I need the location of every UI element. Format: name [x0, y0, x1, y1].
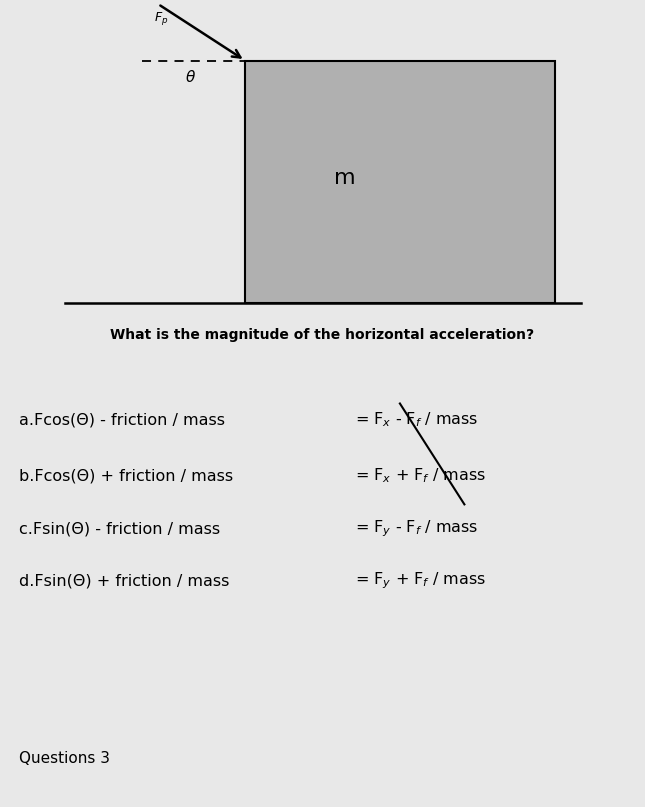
Text: b.Fcos(Θ) + friction / mass: b.Fcos(Θ) + friction / mass [19, 469, 233, 483]
Text: = F$_x$ + F$_f$ / mass: = F$_x$ + F$_f$ / mass [355, 466, 486, 486]
Text: m: m [334, 168, 356, 187]
Text: = F$_x$ - F$_f$ / mass: = F$_x$ - F$_f$ / mass [355, 410, 478, 429]
Text: a.Fcos(Θ) - friction / mass: a.Fcos(Θ) - friction / mass [19, 412, 225, 427]
Bar [245, 61, 555, 303]
Text: $\theta$: $\theta$ [184, 69, 196, 85]
Text: = F$_y$ + F$_f$ / mass: = F$_y$ + F$_f$ / mass [355, 571, 486, 592]
Text: c.Fsin(Θ) - friction / mass: c.Fsin(Θ) - friction / mass [19, 521, 221, 536]
Text: $F_p$: $F_p$ [154, 10, 168, 27]
Text: = F$_y$ - F$_f$ / mass: = F$_y$ - F$_f$ / mass [355, 518, 478, 539]
Text: d.Fsin(Θ) + friction / mass: d.Fsin(Θ) + friction / mass [19, 574, 230, 588]
Text: Questions 3: Questions 3 [19, 751, 110, 766]
Text: What is the magnitude of the horizontal acceleration?: What is the magnitude of the horizontal … [110, 328, 535, 342]
